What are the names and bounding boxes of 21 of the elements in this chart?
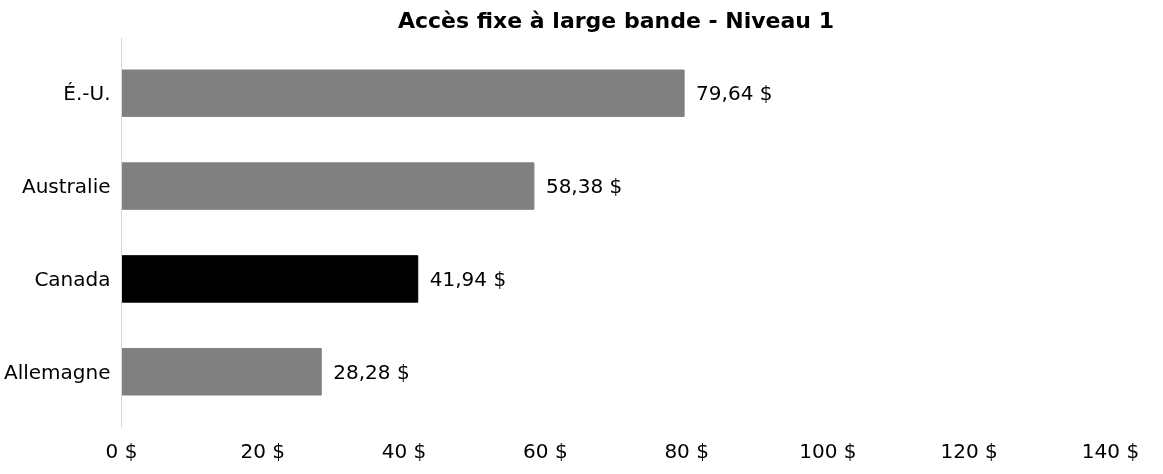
x-tick-label: 80 $	[664, 438, 709, 463]
x-tick-label: 120 $	[940, 438, 998, 463]
x-tick-label: 40 $	[381, 438, 427, 463]
bar	[121, 69, 685, 117]
x-tick-label: 0 $	[105, 438, 138, 463]
y-tick-label: Australie	[21, 174, 111, 199]
y-tick-label: Canada	[34, 266, 111, 291]
x-tick-label: 20 $	[240, 438, 286, 463]
data-label: 79,64 $	[696, 81, 773, 106]
chart-title: Accès fixe à large bande - Niveau 1	[398, 7, 834, 33]
data-label: 28,28 $	[333, 359, 410, 384]
y-tick-label: Allemagne	[3, 359, 111, 384]
bar	[121, 255, 419, 303]
bar	[121, 348, 322, 396]
x-tick-label: 100 $	[799, 438, 857, 463]
data-label: 58,38 $	[545, 174, 623, 199]
x-tick-label: 60 $	[523, 438, 568, 463]
data-label: 41,94 $	[429, 266, 507, 291]
x-tick-label: 140 $	[1081, 438, 1140, 463]
y-tick-label: É.-U.	[63, 81, 111, 106]
bar	[121, 162, 535, 210]
